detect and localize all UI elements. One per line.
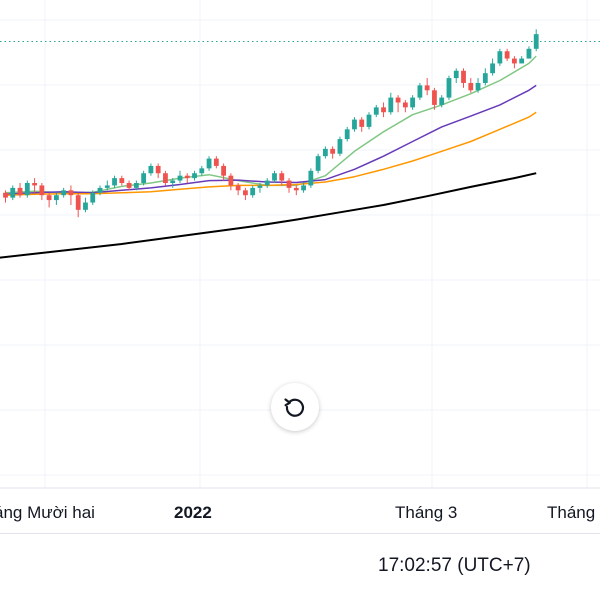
candle (533, 29, 539, 52)
candle (46, 192, 52, 208)
candle (482, 68, 488, 86)
candle (279, 170, 285, 186)
candle (308, 168, 314, 188)
candle (199, 165, 205, 176)
candle (337, 136, 343, 157)
candle (184, 173, 190, 183)
candle (24, 180, 30, 198)
candle (97, 185, 103, 196)
candle (439, 95, 445, 108)
candle (388, 92, 394, 115)
candle (177, 170, 183, 183)
candle (402, 100, 408, 113)
candle (286, 178, 292, 193)
candle (293, 185, 299, 196)
candle (206, 156, 212, 171)
candle (53, 192, 59, 205)
candle (446, 75, 452, 101)
candle (417, 82, 423, 101)
candle (322, 146, 328, 159)
line-ma_mid (5, 84, 537, 195)
candle (133, 180, 139, 191)
candle (192, 170, 197, 181)
candle (104, 180, 110, 191)
candle (257, 183, 263, 193)
candle (163, 170, 168, 186)
candle (461, 68, 466, 88)
candle (497, 48, 503, 66)
candle (32, 178, 37, 193)
moving-average-lines (0, 55, 537, 259)
candle (432, 87, 437, 110)
clock-time: 17:02:57 (378, 555, 452, 576)
candle (344, 126, 350, 142)
toolbar-divider (0, 533, 600, 534)
chart-grid (0, 0, 600, 489)
candle (272, 170, 277, 183)
candle (3, 190, 8, 203)
candlestick-series (3, 29, 539, 218)
clock-timezone: (UTC+7) (457, 555, 531, 576)
candle (526, 46, 532, 59)
candle (10, 185, 16, 201)
clock-display[interactable]: 17:02:57 (UTC+7) (378, 555, 531, 577)
candle (264, 178, 270, 188)
candle (410, 95, 416, 110)
candle (90, 190, 96, 205)
candle (373, 104, 379, 118)
rotate-ccw-icon (284, 398, 304, 417)
candle (235, 183, 241, 196)
candle (141, 170, 147, 186)
candle (366, 112, 372, 130)
x-axis-label-december: áng Mười hai (0, 503, 95, 522)
candle (155, 163, 161, 179)
candle (148, 163, 154, 176)
x-axis-label-next-month: Tháng (547, 503, 595, 522)
candle (519, 56, 525, 64)
candle (213, 156, 219, 169)
candle (504, 48, 510, 61)
candle (112, 175, 117, 188)
candle (315, 153, 321, 174)
candle (468, 78, 474, 93)
candle (39, 183, 45, 201)
candle (424, 78, 430, 96)
candle (228, 173, 234, 191)
candle (68, 185, 74, 205)
candle (170, 178, 176, 188)
candle (301, 183, 306, 193)
candle (359, 117, 365, 132)
candle (221, 163, 226, 181)
candle (75, 192, 81, 218)
candle (126, 180, 132, 191)
candle (250, 185, 256, 198)
candle (330, 146, 336, 159)
candle (352, 117, 357, 132)
candle (512, 56, 517, 69)
time-axis[interactable]: áng Mười hai 2022 Tháng 3 Tháng (0, 503, 595, 522)
x-axis-label-march: Tháng 3 (395, 503, 457, 522)
candle (381, 102, 386, 118)
candle (453, 68, 459, 83)
candle (490, 58, 495, 76)
reset-chart-button[interactable] (271, 383, 319, 431)
line-ma_long (0, 172, 537, 259)
candle (243, 187, 248, 201)
candle (61, 187, 67, 198)
x-axis-label-2022: 2022 (174, 503, 212, 522)
candle (17, 183, 23, 198)
candle (395, 95, 401, 113)
candle (83, 197, 88, 213)
candle (119, 175, 125, 186)
candle (475, 78, 481, 93)
